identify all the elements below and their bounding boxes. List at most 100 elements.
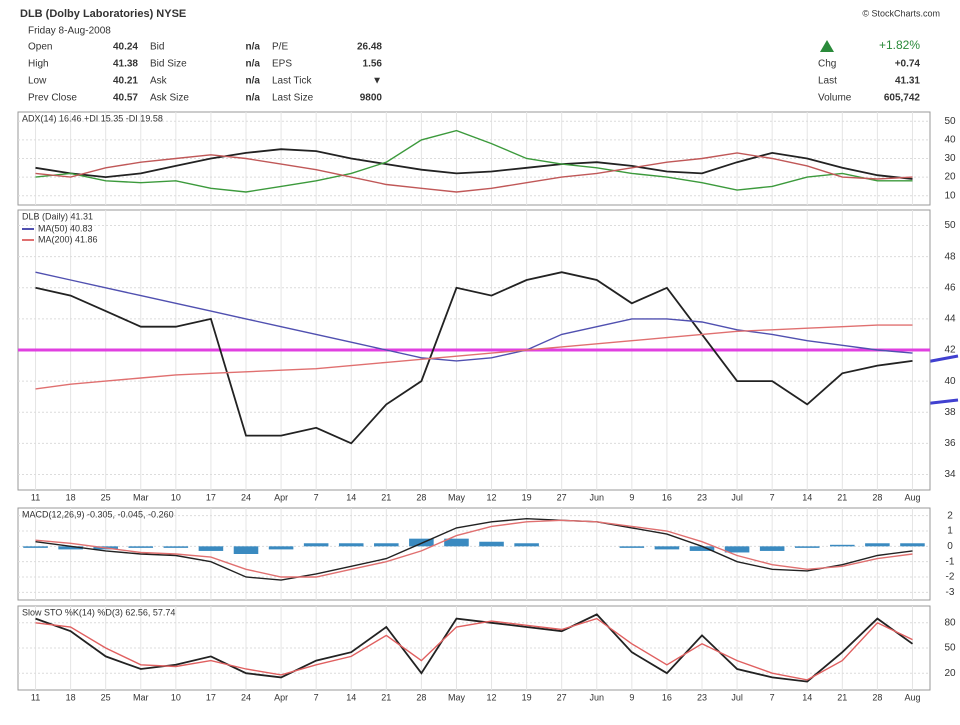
- series-line: [35, 271, 913, 362]
- x-tick-label: 7: [314, 692, 319, 702]
- x-tick-label: May: [448, 492, 466, 502]
- summary-label: Last: [818, 76, 837, 87]
- quote-label: Last Size: [272, 93, 314, 104]
- up-arrow: [820, 40, 834, 52]
- series-line: [35, 148, 913, 180]
- quote-label: Prev Close: [28, 93, 77, 104]
- x-tick-label: 21: [381, 492, 391, 502]
- panel-title: DLB (Daily) 41.31: [22, 211, 93, 221]
- x-tick-label: 7: [770, 692, 775, 702]
- x-tick-label: 14: [802, 692, 812, 702]
- histogram-bar: [409, 538, 434, 547]
- quote-value: n/a: [246, 76, 261, 87]
- histogram-bar: [198, 546, 224, 551]
- y-tick-label: 48: [944, 251, 956, 262]
- quote-value: n/a: [246, 42, 261, 53]
- y-tick-label: 44: [944, 314, 956, 325]
- series-line: [35, 517, 913, 581]
- histogram-bar: [23, 546, 48, 548]
- quote-label: P/E: [272, 42, 288, 53]
- x-tick-label: 9: [629, 692, 634, 702]
- x-tick-label: 10: [171, 692, 181, 702]
- histogram-bar: [619, 546, 645, 548]
- y-tick-label: 20: [944, 668, 956, 679]
- histogram-bar: [479, 541, 504, 547]
- quote-value: 40.21: [113, 76, 138, 87]
- y-tick-label: 20: [944, 172, 956, 183]
- x-tick-label: 28: [872, 692, 882, 702]
- legend-label: MA(200) 41.86: [38, 234, 98, 244]
- histogram-bar: [374, 543, 399, 547]
- histogram-bar: [268, 546, 294, 550]
- x-tick-label: 21: [837, 492, 847, 502]
- quote-value: ▼: [372, 76, 382, 87]
- x-tick-label: 19: [522, 692, 532, 702]
- summary-value: +0.74: [895, 59, 921, 70]
- series-line: [35, 271, 913, 445]
- y-tick-label: -2: [946, 572, 955, 583]
- x-tick-label: 28: [416, 692, 426, 702]
- histogram-bar: [163, 546, 189, 548]
- x-tick-label: Jun: [590, 692, 605, 702]
- x-tick-label: Aug: [904, 692, 920, 702]
- x-tick-label: 25: [101, 692, 111, 702]
- y-tick-label: 38: [944, 407, 956, 418]
- x-tick-label: 11: [31, 492, 40, 502]
- x-tick-label: 16: [662, 492, 672, 502]
- histogram-bar: [794, 546, 820, 548]
- y-tick-label: 50: [944, 643, 956, 654]
- x-tick-label: 28: [872, 492, 882, 502]
- x-tick-label: 18: [66, 692, 76, 702]
- chart-title: DLB (Dolby Laboratories) NYSE: [20, 8, 186, 20]
- quote-label: High: [28, 59, 49, 70]
- x-tick-label: 23: [697, 492, 707, 502]
- x-tick-label: 19: [522, 492, 532, 502]
- series-line: [35, 129, 913, 193]
- x-tick-label: 16: [662, 692, 672, 702]
- panel-title: Slow STO %K(14) %D(3) 62.56, 57.74: [22, 607, 175, 617]
- x-tick-label: 14: [346, 692, 356, 702]
- summary-label: Chg: [818, 59, 836, 70]
- quote-label: Ask: [150, 76, 168, 87]
- quote-table: Open 40.24 High 41.38 Low 40.21 Prev Close 40.5…: [28, 42, 920, 104]
- histogram-bar: [900, 543, 925, 547]
- x-tick-label: 27: [557, 692, 567, 702]
- quote-label: EPS: [272, 59, 292, 70]
- y-tick-label: -3: [946, 587, 955, 598]
- y-tick-label: 30: [944, 153, 956, 164]
- x-tick-label: Mar: [133, 692, 149, 702]
- quote-value: 40.57: [113, 93, 138, 104]
- y-tick-label: 40: [944, 376, 956, 387]
- series-line: [35, 617, 913, 681]
- y-tick-label: -1: [946, 556, 955, 567]
- x-tick-label: 27: [557, 492, 567, 502]
- x-tick-label: 14: [346, 492, 356, 502]
- quote-value: n/a: [246, 93, 261, 104]
- histogram-bar: [444, 538, 469, 547]
- x-tick-label: Jul: [731, 492, 743, 502]
- x-tick-label: 9: [629, 492, 634, 502]
- histogram-bar: [338, 543, 364, 547]
- y-tick-label: 0: [947, 541, 953, 552]
- source: © StockCharts.com: [862, 8, 940, 18]
- histogram-bar: [865, 543, 890, 547]
- x-tick-label: Jun: [590, 492, 605, 502]
- x-tick-label: 21: [837, 692, 847, 702]
- summary-value: 41.31: [895, 76, 920, 87]
- x-tick-label: 23: [697, 692, 707, 702]
- x-tick-label: Mar: [133, 492, 149, 502]
- quote-value: n/a: [246, 59, 261, 70]
- x-tick-label: 24: [241, 692, 251, 702]
- x-tick-label: Apr: [274, 492, 288, 502]
- histogram-bar: [303, 543, 329, 547]
- legend-label: MA(50) 40.83: [38, 223, 93, 233]
- x-tick-label: 25: [101, 492, 111, 502]
- panel-title: ADX(14) 16.46 +DI 15.35 -DI 19.58: [22, 113, 163, 123]
- y-tick-label: 42: [944, 345, 956, 356]
- y-tick-label: 50: [944, 116, 956, 127]
- x-tick-label: 14: [802, 492, 812, 502]
- y-tick-label: 34: [944, 469, 956, 480]
- histogram-bar: [689, 546, 715, 551]
- x-tick-label: 12: [487, 492, 497, 502]
- histogram-bar: [58, 546, 83, 550]
